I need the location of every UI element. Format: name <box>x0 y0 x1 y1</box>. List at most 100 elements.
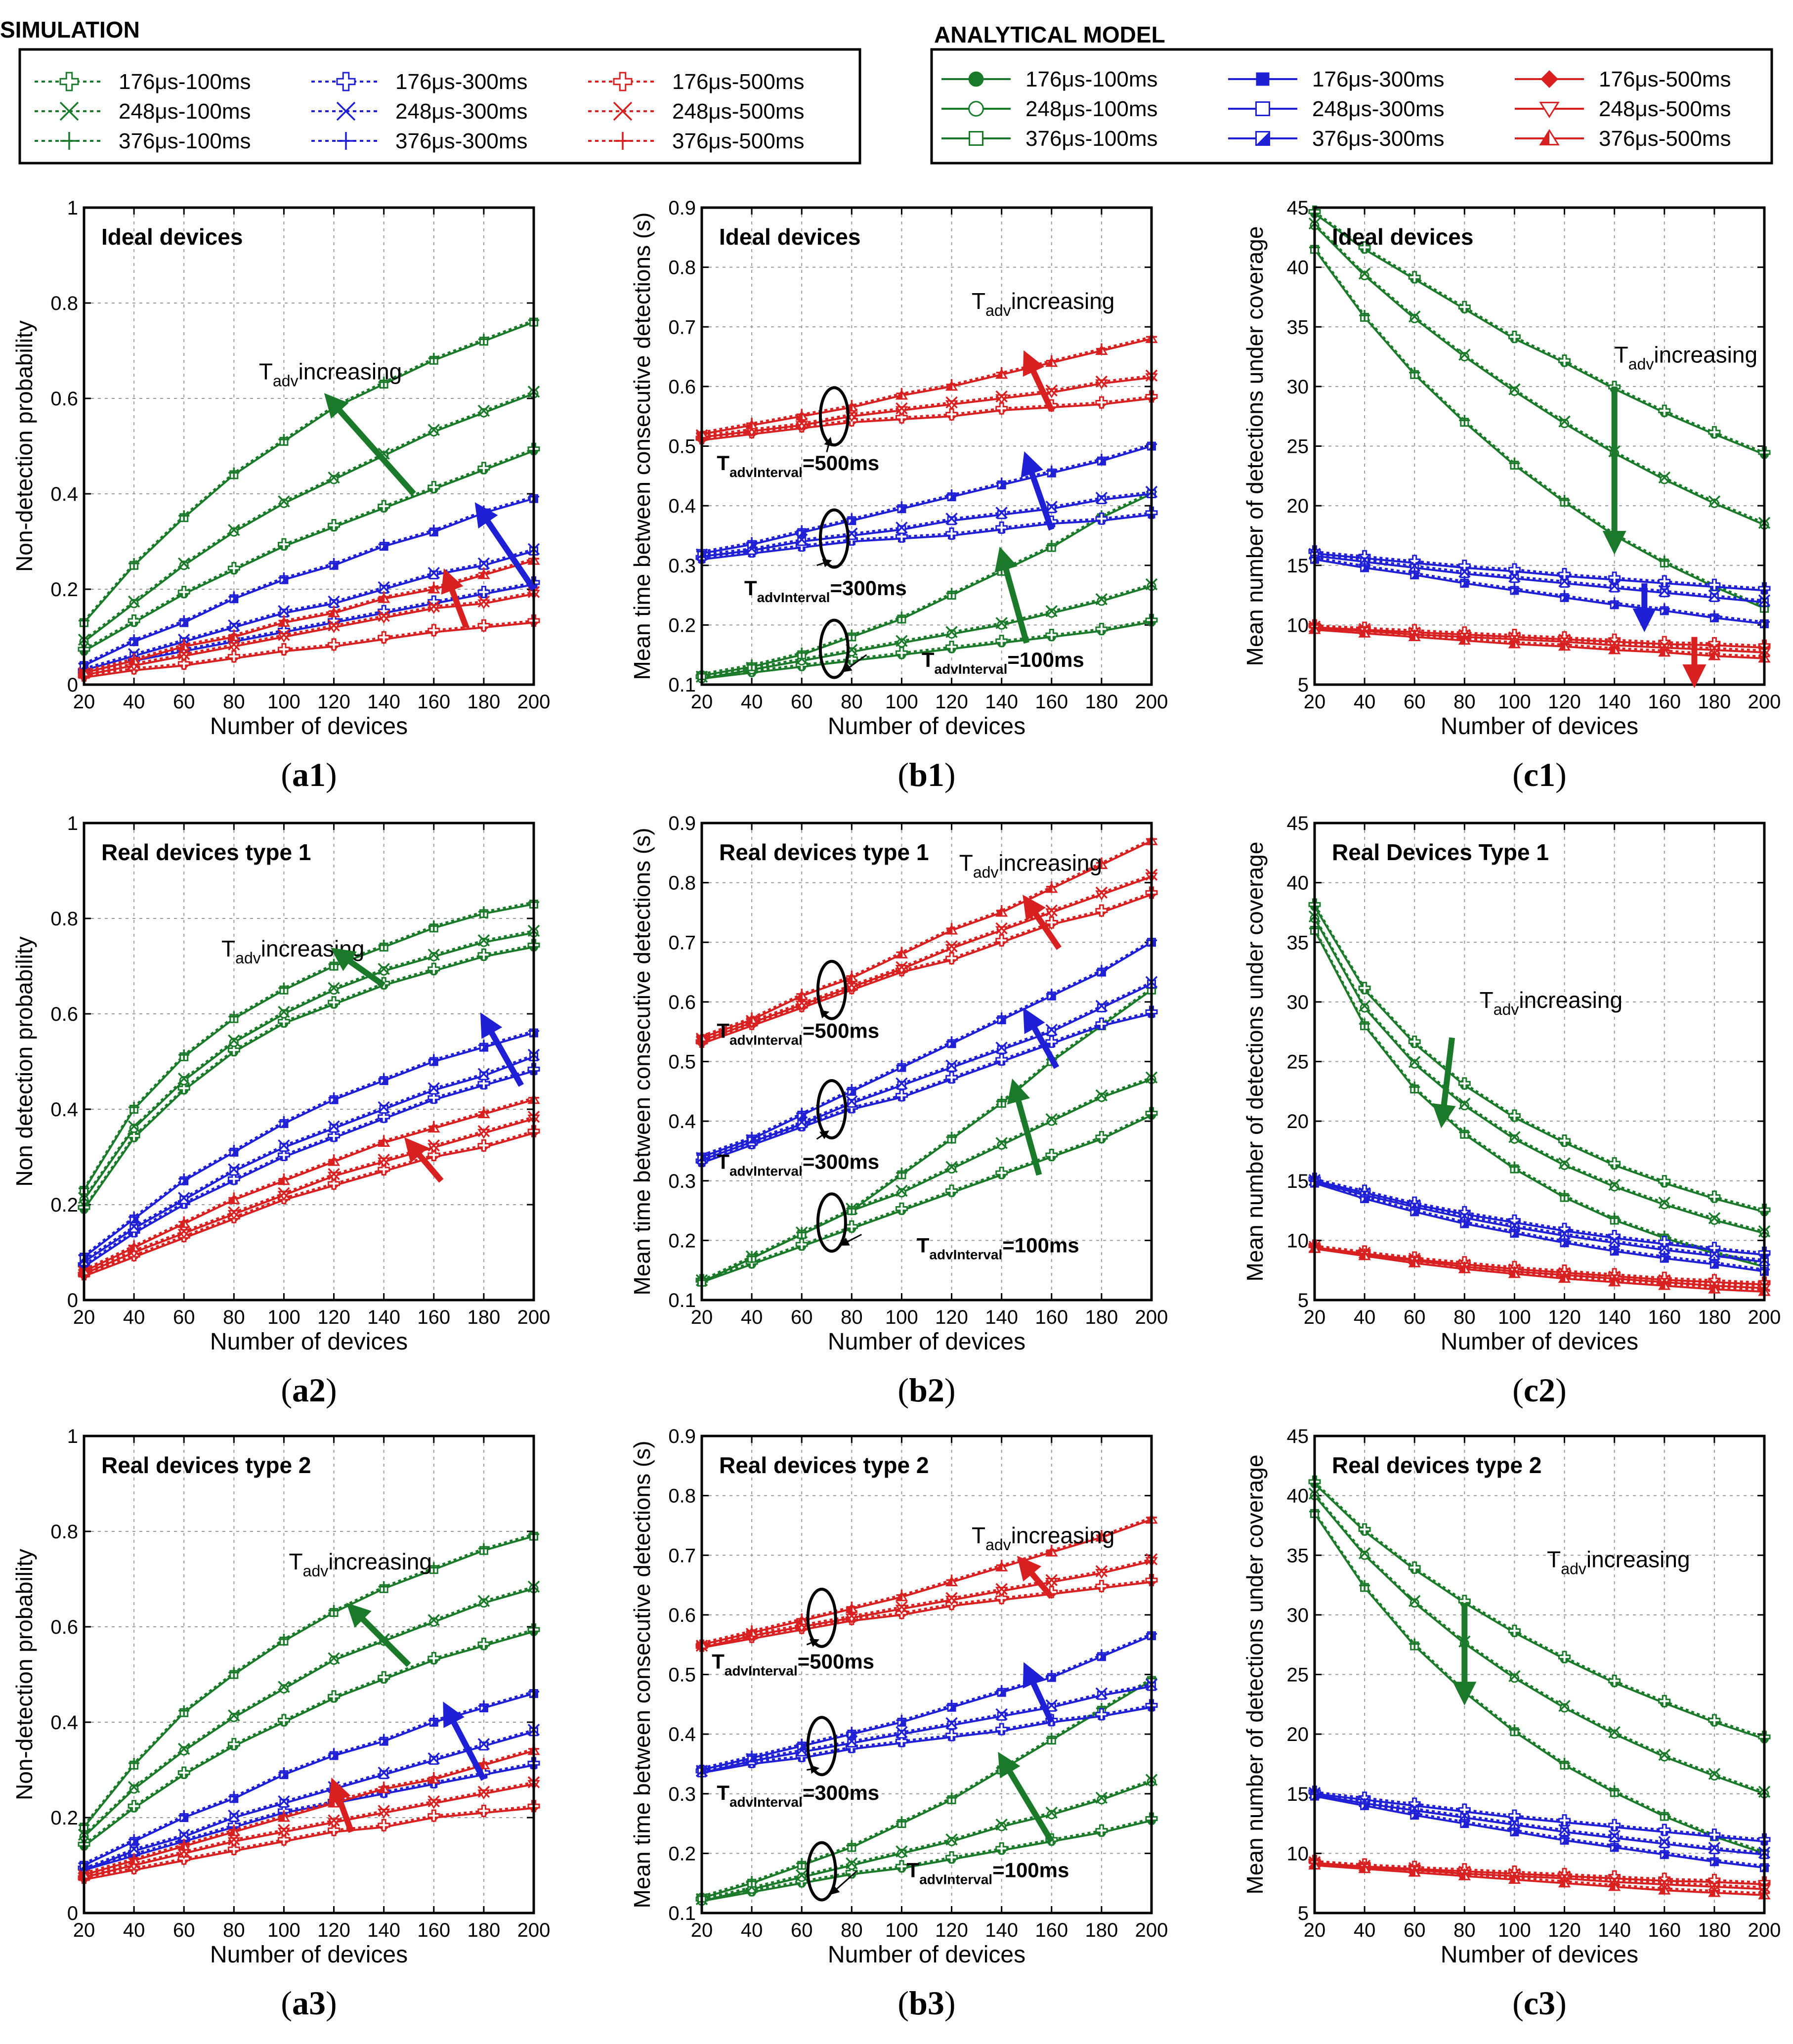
chart-b3: 20 40 60 80 100 120 140 160 180 200 0.1 0.2 0.3 0.4 0.… <box>629 1426 1168 2022</box>
simulation-point <box>895 1735 908 1747</box>
simulation-line <box>701 491 1152 675</box>
trend-arrow-blue <box>480 1012 524 1087</box>
sim-legend-marker <box>59 101 79 121</box>
analytical-line <box>701 1706 1152 1774</box>
simulation-point <box>128 1781 140 1793</box>
simulation-point <box>477 1804 490 1817</box>
chart-grid <box>702 1436 1152 1913</box>
analytical-point <box>1709 498 1719 508</box>
y-tick-label: 0.2 <box>668 1230 696 1252</box>
analytical-point <box>797 1120 807 1129</box>
x-tick-label: 60 <box>1404 1306 1426 1328</box>
simulation-point <box>1559 494 1570 506</box>
simulation-point <box>428 1772 439 1783</box>
simulation-point <box>178 615 190 626</box>
analytical-point <box>997 1140 1007 1150</box>
simulation-point <box>1409 367 1420 378</box>
simulation-point <box>846 1840 857 1851</box>
ana-legend-entry: 376μs-500ms <box>1515 127 1731 151</box>
y-axis-label: Mean number of detections under coverage <box>1242 226 1268 666</box>
interval-label: TadvInterval=300ms <box>744 576 907 605</box>
simulation-point <box>178 1705 190 1716</box>
simulation-point <box>945 1059 958 1072</box>
simulation-point <box>1658 1876 1671 1889</box>
simulation-point <box>846 1857 858 1870</box>
simulation-line <box>84 1805 534 1879</box>
simulation-line <box>701 1112 1152 1281</box>
series-376μs-500ms <box>695 331 1158 438</box>
y-tick-label: 20 <box>1287 1111 1309 1132</box>
analytical-line <box>701 493 1152 558</box>
chart-caption: (a3) <box>281 1984 337 2022</box>
simulation-point <box>1508 1624 1521 1637</box>
simulation-point <box>378 939 389 951</box>
analytical-point <box>1097 596 1107 606</box>
simulation-point <box>378 1135 389 1146</box>
simulation-point <box>1045 1806 1058 1819</box>
simulation-point <box>128 1120 140 1132</box>
x-tick-label: 100 <box>267 1306 300 1328</box>
simulation-point <box>946 379 957 390</box>
simulation-line <box>701 838 1152 1037</box>
sim-legend-label: 176μs-300ms <box>395 70 527 94</box>
simulation-point <box>846 513 857 524</box>
series-248μs-300ms <box>1308 548 1771 607</box>
simulation-point <box>1508 1131 1521 1143</box>
simulation-point <box>1659 1278 1670 1290</box>
chart-c3: 20 40 60 80 100 120 140 160 180 200 5 10 15 20 25 30 35 4… <box>1242 1426 1781 2022</box>
simulation-point <box>378 1153 390 1166</box>
simulation-point <box>1509 583 1520 594</box>
simulation-point <box>277 1833 290 1846</box>
simulation-line <box>1314 1861 1765 1888</box>
simulation-legend-title: SIMULATION <box>0 17 140 43</box>
series-376μs-100ms <box>79 897 539 1195</box>
y-tick-label: 30 <box>1287 376 1309 398</box>
simulation-point <box>328 1177 341 1190</box>
chart-grid <box>84 823 534 1300</box>
simulation-point <box>995 1583 1008 1595</box>
analytical-point <box>1610 1182 1620 1192</box>
ana-legend-label: 376μs-500ms <box>1599 127 1731 151</box>
x-tick-label: 160 <box>1648 1919 1681 1941</box>
simulation-point <box>945 1161 958 1173</box>
ana-legend-entry: 248μs-100ms <box>941 97 1157 121</box>
simulation-point <box>796 647 808 658</box>
chart-a1: 20 40 60 80 100 120 140 160 180 200 0 0.2 0.4 0.6 0.8 1… <box>11 197 550 793</box>
simulation-point <box>796 1108 808 1119</box>
tadv-annotation: Tadvincreasing <box>959 850 1102 881</box>
sim-legend-marker <box>59 72 79 91</box>
series-176μs-100ms <box>1308 898 1771 1217</box>
analytical-line <box>701 1685 1152 1774</box>
simulation-point <box>1096 453 1107 465</box>
simulation-point <box>1708 589 1721 602</box>
simulation-point <box>1658 404 1671 417</box>
simulation-point <box>1708 610 1720 621</box>
interval-ellipse <box>816 1192 847 1253</box>
x-tick-label: 100 <box>885 691 918 713</box>
simulation-point <box>1508 570 1521 583</box>
simulation-point <box>1658 585 1671 597</box>
simulation-point <box>328 1652 340 1664</box>
simulation-point <box>1508 1817 1521 1829</box>
simulation-point <box>1558 1699 1571 1712</box>
simulation-point <box>1045 1035 1058 1048</box>
simulation-point <box>427 1652 440 1665</box>
sim-legend-entry: 248μs-100ms <box>35 99 251 124</box>
ana-legend-entry: 176μs-100ms <box>941 67 1157 91</box>
chart-caption: (b3) <box>897 1984 955 2022</box>
analytical-point <box>1660 1200 1669 1210</box>
simulation-line <box>84 1747 534 1874</box>
sim-legend-entry: 376μs-300ms <box>311 129 527 153</box>
simulation-point <box>846 629 857 641</box>
simulation-point <box>1609 643 1620 654</box>
simulation-point <box>427 566 440 579</box>
x-tick-label: 120 <box>935 1306 968 1328</box>
simulation-point <box>128 1102 140 1113</box>
simulation-line <box>83 391 534 641</box>
x-axis-label: Number of devices <box>1441 1942 1638 1968</box>
analytical-line <box>83 946 534 1210</box>
ana-legend-label: 248μs-300ms <box>1312 97 1444 121</box>
chart-caption: (a1) <box>281 756 337 793</box>
simulation-point <box>1609 1244 1620 1255</box>
y-tick-label: 0.2 <box>50 1194 78 1216</box>
